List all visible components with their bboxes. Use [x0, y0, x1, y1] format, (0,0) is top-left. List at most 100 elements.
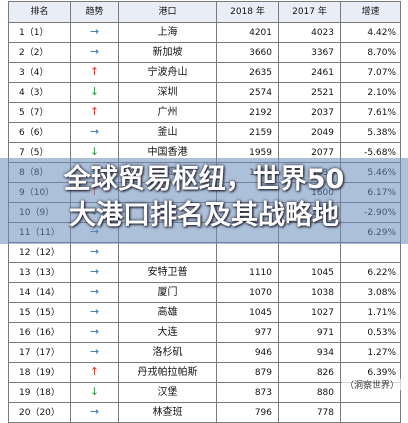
value-2018-cell: 1070	[216, 282, 279, 303]
value-2018-cell: 2159	[216, 122, 279, 143]
right-arrow-icon: →	[89, 345, 100, 358]
rank-cell: 13（13）	[8, 262, 71, 283]
growth-cell: 7.07%	[340, 62, 401, 83]
right-arrow-icon: →	[89, 305, 100, 318]
table-row: 5（7） ↑ 广州 2192 2037 7.61%	[8, 102, 401, 123]
port-cell: 高雄	[118, 302, 217, 323]
right-arrow-icon: →	[89, 245, 100, 258]
header-2017: 2017 年	[278, 1, 341, 23]
value-2018-cell: 879	[216, 362, 279, 383]
down-arrow-icon: ↓	[89, 385, 100, 398]
down-arrow-icon: ↓	[89, 85, 100, 98]
trend-cell: →	[70, 122, 119, 143]
rank-cell: 15（15）	[8, 302, 71, 323]
right-arrow-icon: →	[89, 125, 100, 138]
port-cell: 广州	[118, 102, 217, 123]
port-cell: 洛杉矶	[118, 342, 217, 363]
trend-cell: →	[70, 42, 119, 63]
port-cell: 宁波舟山	[118, 62, 217, 83]
table-row: 19（18） ↓ 汉堡 873 880	[8, 382, 401, 403]
value-2017-cell: 1027	[278, 302, 341, 323]
value-2018-cell	[216, 242, 279, 263]
value-2018-cell: 2192	[216, 102, 279, 123]
trend-cell: →	[70, 242, 119, 263]
headline-text: 全球贸易枢纽，世界50 大港口排名及其战略地	[0, 162, 408, 234]
port-cell: 深圳	[118, 82, 217, 103]
value-2018-cell: 4201	[216, 22, 279, 43]
table-row: 20（20） → 林查班 796 778	[8, 402, 401, 423]
up-arrow-icon: ↑	[89, 365, 100, 378]
table-row: 3（4） ↑ 宁波舟山 2635 2461 7.07%	[8, 62, 401, 83]
port-cell: 大连	[118, 322, 217, 343]
trend-cell: →	[70, 22, 119, 43]
value-2017-cell: 826	[278, 362, 341, 383]
headline-line-1: 全球贸易枢纽，世界50	[63, 164, 345, 195]
growth-cell: 0.53%	[340, 322, 401, 343]
trend-cell: →	[70, 342, 119, 363]
rank-cell: 17（17）	[8, 342, 71, 363]
value-2017-cell: 3367	[278, 42, 341, 63]
growth-cell: 2.10%	[340, 82, 401, 103]
header-trend: 趋势	[70, 1, 119, 23]
value-2017-cell: 1038	[278, 282, 341, 303]
header-growth: 增速	[340, 1, 401, 23]
value-2018-cell: 2574	[216, 82, 279, 103]
header-port: 港口	[118, 1, 217, 23]
rank-cell: 14（14）	[8, 282, 71, 303]
value-2018-cell: 2635	[216, 62, 279, 83]
value-2017-cell: 2521	[278, 82, 341, 103]
table-row: 14（14） → 厦门 1070 1038 3.08%	[8, 282, 401, 303]
right-arrow-icon: →	[89, 405, 100, 418]
port-cell: 釜山	[118, 122, 217, 143]
header-rank: 排名	[8, 1, 71, 23]
value-2017-cell	[278, 242, 341, 263]
value-2017-cell: 2037	[278, 102, 341, 123]
rank-cell: 20（20）	[8, 402, 71, 423]
rank-cell: 6（6）	[8, 122, 71, 143]
rank-cell: 5（7）	[8, 102, 71, 123]
header-2018: 2018 年	[216, 1, 279, 23]
headline-banner	[0, 158, 408, 244]
table-row: 17（17） → 洛杉矶 946 934 1.27%	[8, 342, 401, 363]
trend-cell: →	[70, 282, 119, 303]
trend-cell: →	[70, 262, 119, 283]
port-cell: 丹戎帕拉帕斯	[118, 362, 217, 383]
watermark-label: （洞察世界）	[341, 377, 402, 392]
value-2017-cell: 971	[278, 322, 341, 343]
rank-cell: 3（4）	[8, 62, 71, 83]
port-cell: 厦门	[118, 282, 217, 303]
value-2018-cell: 946	[216, 342, 279, 363]
rank-cell: 18（19）	[8, 362, 71, 383]
right-arrow-icon: →	[89, 265, 100, 278]
trend-cell: ↑	[70, 102, 119, 123]
up-arrow-icon: ↑	[89, 105, 100, 118]
table-row: 4（3） ↓ 深圳 2574 2521 2.10%	[8, 82, 401, 103]
rank-cell: 4（3）	[8, 82, 71, 103]
port-cell	[118, 242, 217, 263]
port-cell: 安特卫普	[118, 262, 217, 283]
value-2018-cell: 1110	[216, 262, 279, 283]
port-cell: 上海	[118, 22, 217, 43]
rank-cell: 1（1）	[8, 22, 71, 43]
trend-cell: ↓	[70, 82, 119, 103]
trend-cell: →	[70, 322, 119, 343]
value-2017-cell: 4023	[278, 22, 341, 43]
table-row: 2（2） → 新加坡 3660 3367 8.70%	[8, 42, 401, 63]
value-2018-cell: 977	[216, 322, 279, 343]
table-row: 15（15） → 高雄 1045 1027 1.71%	[8, 302, 401, 323]
growth-cell: 8.70%	[340, 42, 401, 63]
rank-cell: 12（12）	[8, 242, 71, 263]
table-row: 16（16） → 大连 977 971 0.53%	[8, 322, 401, 343]
growth-cell: 3.08%	[340, 282, 401, 303]
growth-cell	[340, 402, 401, 423]
table-row: 18（19） ↑ 丹戎帕拉帕斯 879 826 6.39%	[8, 362, 401, 383]
growth-cell	[340, 242, 401, 263]
up-arrow-icon: ↑	[89, 65, 100, 78]
table-row: 7（5） ↓ 中国香港 1959 2077 -5.68%	[8, 142, 401, 163]
table-row: 13（13） → 安特卫普 1110 1045 6.22%	[8, 262, 401, 283]
right-arrow-icon: →	[89, 325, 100, 338]
table-row: 12（12） →	[8, 242, 401, 263]
trend-cell: ↑	[70, 362, 119, 383]
table-row: 1（1） → 上海 4201 4023 4.42%	[8, 22, 401, 43]
value-2017-cell: 1045	[278, 262, 341, 283]
